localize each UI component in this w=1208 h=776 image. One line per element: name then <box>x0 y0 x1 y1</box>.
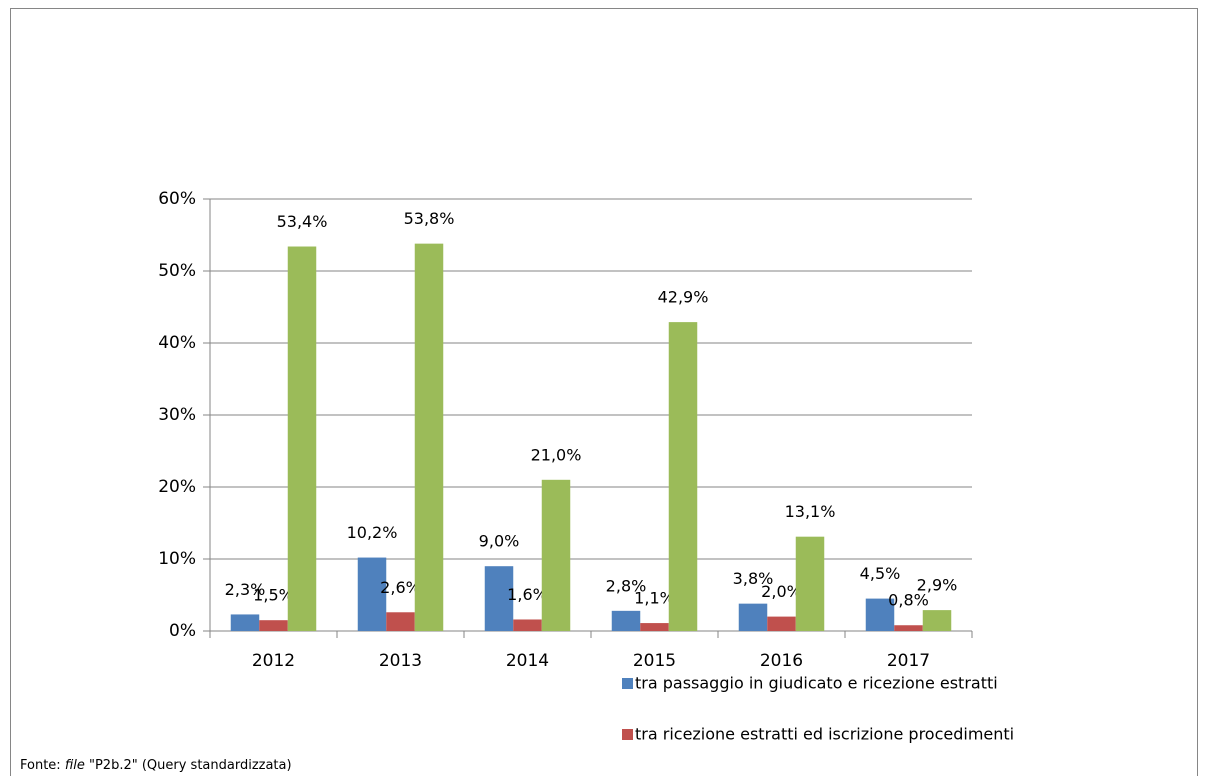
data-label: 3,8% <box>733 569 774 588</box>
legend-label: tra passaggio in giudicato e ricezione e… <box>635 674 998 693</box>
y-tick-label: 40% <box>158 333 196 353</box>
data-label: 2,0% <box>761 582 802 601</box>
data-label: 4,5% <box>860 564 901 583</box>
bar <box>287 246 317 631</box>
data-label: 21,0% <box>531 445 582 464</box>
bar <box>386 612 415 631</box>
x-tick-label: 2013 <box>379 651 422 671</box>
y-tick-label: 20% <box>158 477 196 497</box>
bar <box>484 566 514 631</box>
source-emphasis: file <box>65 758 85 773</box>
bar <box>865 598 895 631</box>
data-label: 53,4% <box>277 212 328 231</box>
data-label: 10,2% <box>347 523 398 542</box>
chart-frame <box>10 8 1198 776</box>
y-tick-label: 50% <box>158 261 196 281</box>
data-label: 53,8% <box>404 209 455 228</box>
bar <box>513 619 542 631</box>
bar <box>414 243 444 631</box>
legend-swatch <box>622 729 633 740</box>
data-label: 1,5% <box>253 586 294 605</box>
data-label: 2,6% <box>380 578 421 597</box>
data-label: 1,1% <box>634 589 675 608</box>
x-tick-label: 2016 <box>760 651 803 671</box>
x-tick-label: 2017 <box>887 651 930 671</box>
y-tick-label: 0% <box>169 621 196 641</box>
data-label: 2,8% <box>606 576 647 595</box>
source-prefix: Fonte: <box>20 758 65 773</box>
bar <box>922 610 952 631</box>
y-tick-label: 10% <box>158 549 196 569</box>
bar <box>738 603 768 631</box>
data-label: 42,9% <box>658 288 709 307</box>
source-note: Fonte: file "P2b.2" (Query standardizzat… <box>20 758 292 773</box>
bar <box>541 479 571 631</box>
bar <box>767 616 796 631</box>
legend-swatch <box>622 678 633 689</box>
bar <box>668 322 698 631</box>
data-label: 2,9% <box>917 576 958 595</box>
x-tick-label: 2015 <box>633 651 676 671</box>
bar <box>640 623 669 631</box>
x-tick-label: 2014 <box>506 651 549 671</box>
bar <box>259 620 288 631</box>
y-tick-label: 60% <box>158 189 196 209</box>
bar <box>357 557 387 631</box>
bar <box>795 536 825 631</box>
data-label: 2,3% <box>225 580 266 599</box>
y-tick-label: 30% <box>158 405 196 425</box>
legend-label: tra ricezione estratti ed iscrizione pro… <box>635 725 1014 744</box>
source-rest: "P2b.2" (Query standardizzata) <box>85 758 292 773</box>
data-label: 9,0% <box>479 532 520 551</box>
bar <box>894 625 923 631</box>
data-label: 0,8% <box>888 591 929 610</box>
data-label: 1,6% <box>507 585 548 604</box>
bar <box>611 610 641 631</box>
data-label: 13,1% <box>785 502 836 521</box>
x-tick-label: 2012 <box>252 651 295 671</box>
bar <box>230 614 260 631</box>
